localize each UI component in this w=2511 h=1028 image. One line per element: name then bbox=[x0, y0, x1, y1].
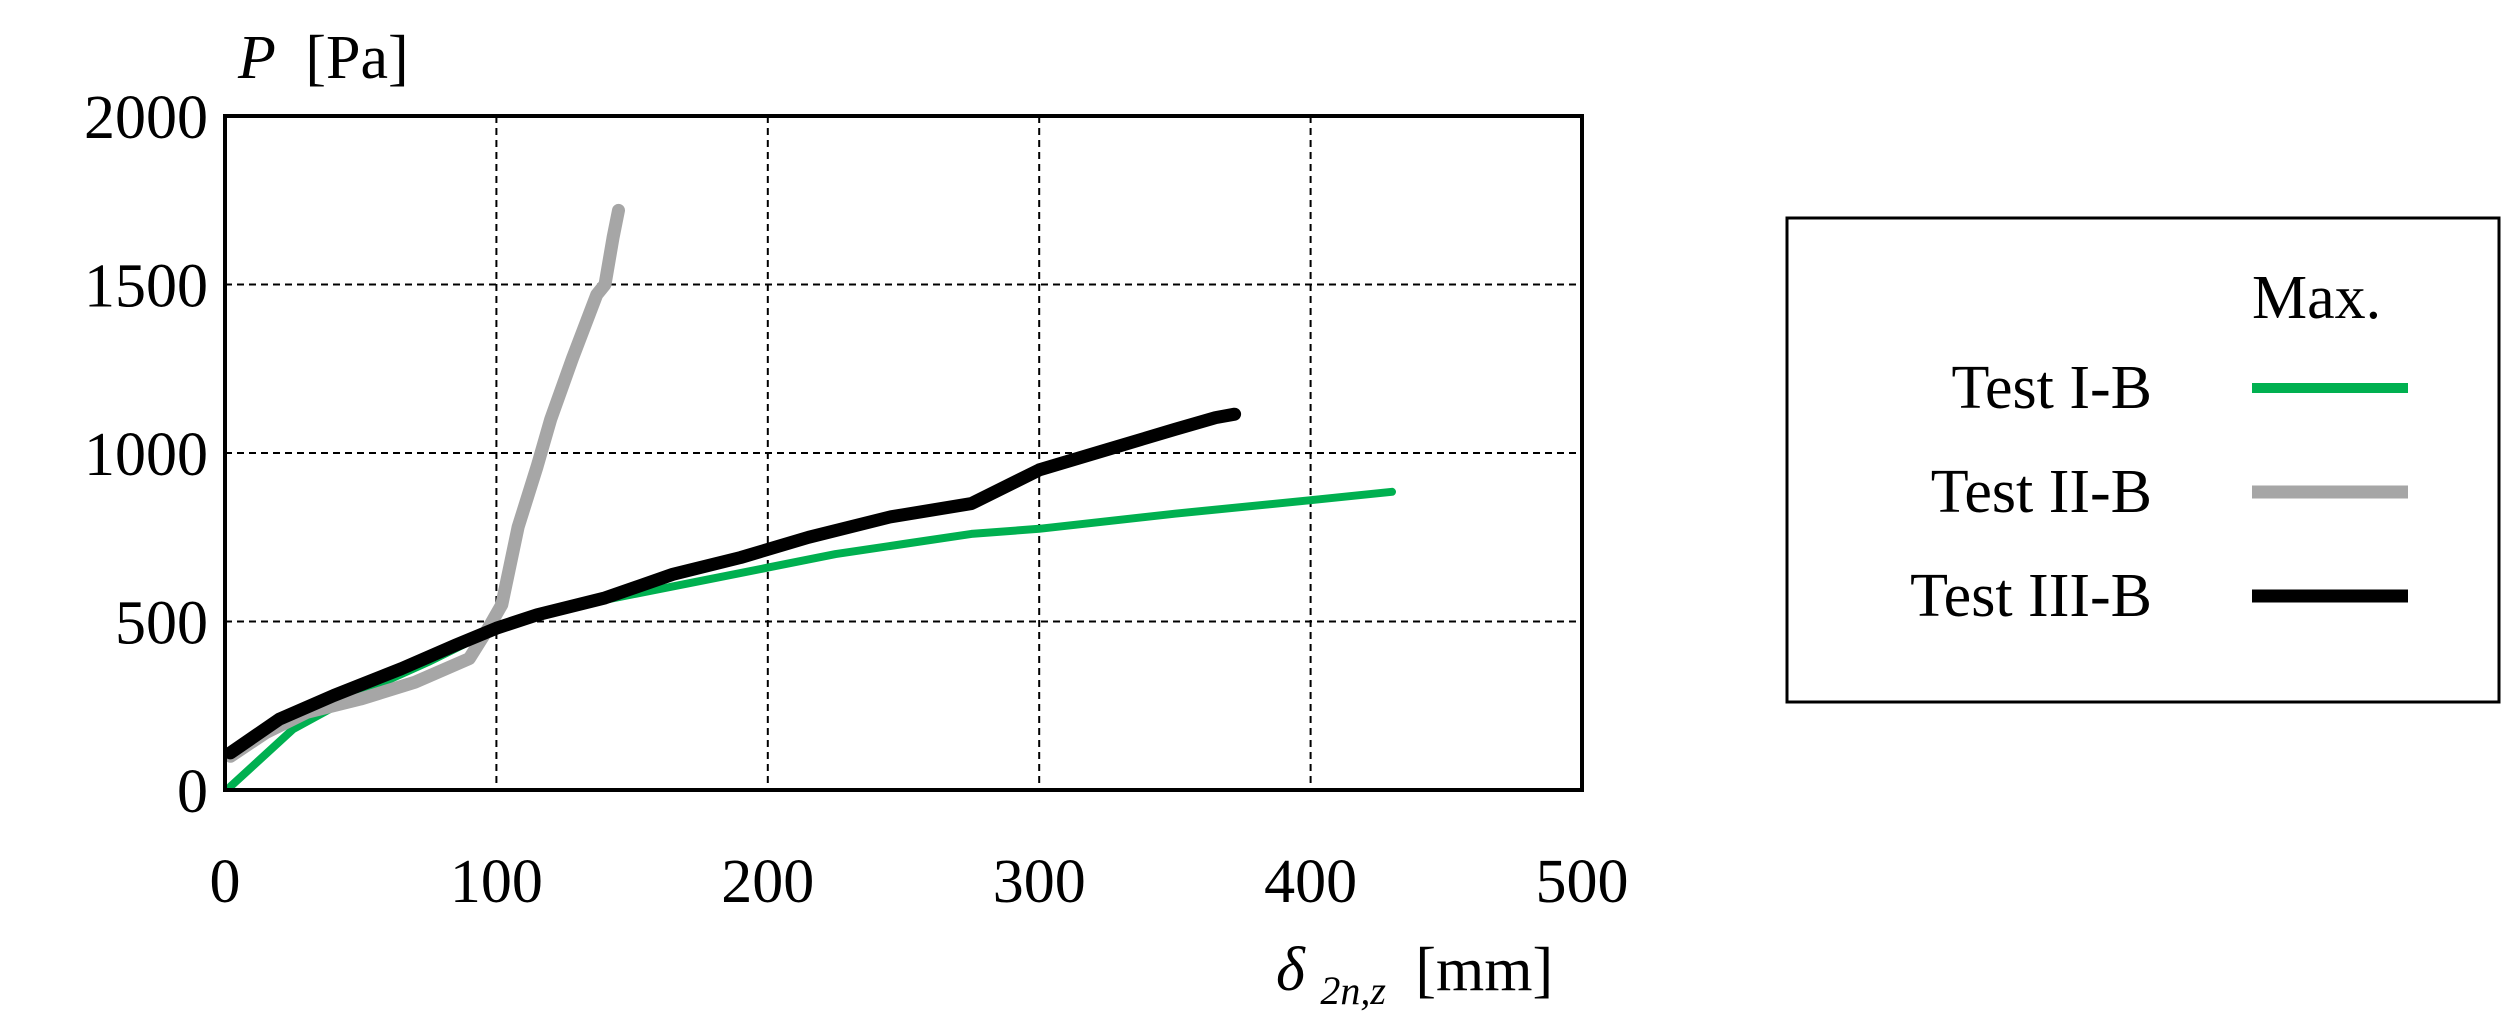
series-layer bbox=[223, 203, 1396, 791]
y-axis-title: P [Pa] bbox=[237, 24, 409, 92]
x-tick-label: 500 bbox=[1536, 848, 1629, 916]
legend-label: Test III-B bbox=[1910, 562, 2152, 630]
x-axis-unit: [mm] bbox=[1415, 936, 1553, 1004]
legend-label: Test I-B bbox=[1951, 354, 2152, 422]
legend-entries: Test I-B Test II-B Test III-B bbox=[1910, 354, 2408, 630]
series-line-test-ii-b bbox=[223, 203, 625, 763]
x-axis-title: δ 2n,z [mm] bbox=[1276, 936, 1553, 1018]
y-tick-label: 500 bbox=[115, 590, 208, 658]
x-tick-label: 300 bbox=[993, 848, 1086, 916]
series-line-test-iii-b bbox=[223, 407, 1242, 760]
y-axis-unit: [Pa] bbox=[305, 24, 408, 92]
y-tick-label: 1500 bbox=[84, 253, 208, 321]
legend-label: Test II-B bbox=[1931, 458, 2152, 526]
y-tick-label: 0 bbox=[177, 758, 208, 826]
x-axis-symbol: δ bbox=[1276, 936, 1306, 1004]
x-tick-label: 0 bbox=[210, 848, 241, 916]
x-axis-subscript: 2n,z bbox=[1320, 968, 1386, 1013]
x-tick-label: 200 bbox=[721, 848, 814, 916]
tick-labels: 0 100 200 300 400 500 0 500 1000 1500 2000 bbox=[84, 84, 1629, 916]
x-tick-label: 100 bbox=[450, 848, 543, 916]
plot-frame bbox=[223, 114, 1584, 792]
legend-box bbox=[1785, 216, 2501, 704]
legend-header: Max. bbox=[2252, 264, 2381, 332]
grid-lines bbox=[225, 116, 1582, 790]
x-tick-label: 400 bbox=[1264, 848, 1357, 916]
y-tick-label: 2000 bbox=[84, 84, 208, 152]
y-tick-label: 1000 bbox=[84, 421, 208, 489]
y-axis-symbol: P bbox=[237, 24, 276, 92]
legend: Max. Test I-B Test II-B Test III-B bbox=[1785, 216, 2501, 704]
